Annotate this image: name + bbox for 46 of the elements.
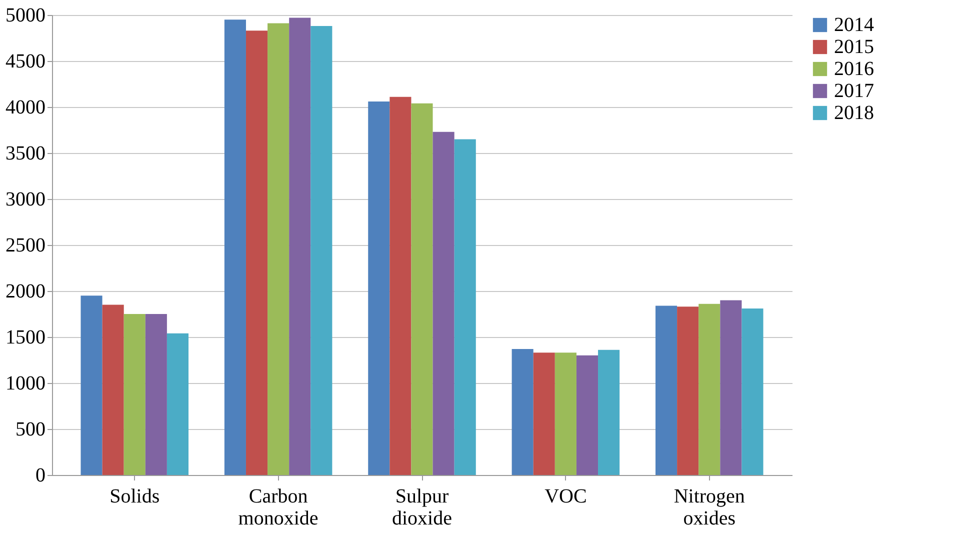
y-tick-label: 3000	[6, 188, 46, 210]
bar	[80, 296, 102, 475]
legend-label: 2016	[834, 58, 874, 80]
x-tick-label: Solids	[110, 486, 160, 508]
y-tick-label: 2000	[6, 280, 46, 302]
y-tick-label: 3500	[6, 142, 46, 164]
bar	[289, 18, 311, 475]
bar	[124, 314, 146, 475]
bar	[224, 20, 246, 475]
y-tick-label: 4000	[6, 96, 46, 118]
bar	[145, 314, 167, 475]
bar	[576, 355, 598, 475]
y-tick-label: 1000	[6, 372, 46, 394]
bar	[368, 101, 390, 475]
bar	[390, 96, 412, 475]
bar	[554, 352, 576, 475]
bar	[720, 300, 742, 475]
bar	[677, 306, 699, 475]
y-tick-label: 5000	[6, 4, 46, 26]
bar	[655, 306, 678, 475]
bar	[698, 304, 720, 475]
y-tick-label: 1500	[6, 326, 46, 348]
y-tick-label: 500	[16, 418, 46, 440]
bar	[102, 304, 124, 475]
x-tick-label: Carbon monoxide	[238, 486, 318, 530]
bar	[246, 30, 268, 475]
legend-label: 2017	[834, 80, 874, 102]
bar	[454, 139, 476, 475]
bar	[310, 26, 332, 475]
bar	[432, 132, 454, 475]
bar	[411, 103, 433, 475]
y-tick-label: 0	[36, 464, 46, 486]
bar	[533, 352, 555, 475]
y-tick-label: 2500	[6, 234, 46, 256]
bar	[268, 23, 290, 475]
bar	[598, 350, 620, 475]
y-tick-label: 4500	[6, 50, 46, 72]
bar	[166, 333, 189, 475]
legend-label: 2015	[834, 36, 874, 58]
legend-label: 2018	[834, 102, 874, 124]
bar	[742, 308, 764, 475]
x-tick-label: Nitrogen oxides	[674, 486, 745, 530]
bar	[512, 348, 534, 475]
legend-label: 2014	[834, 14, 874, 36]
x-tick-label: Sulpur dioxide	[392, 486, 452, 530]
x-tick-label: VOC	[544, 486, 587, 508]
